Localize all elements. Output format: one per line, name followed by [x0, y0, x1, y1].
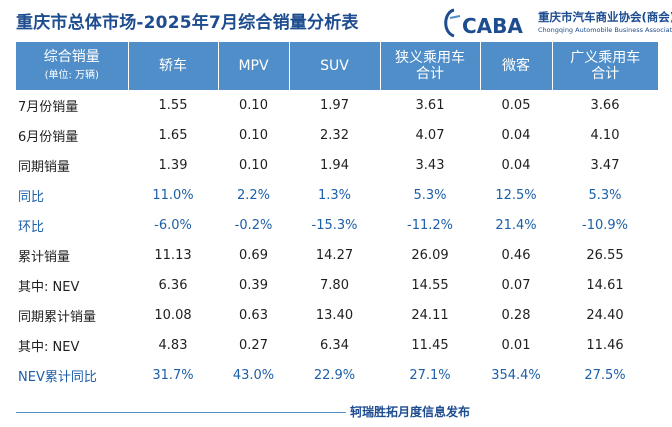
table-cell: 1.94	[320, 157, 349, 173]
table-cell: 0.69	[239, 247, 268, 263]
table-cell: 3.66	[590, 97, 620, 113]
table-cell: 26.09	[411, 247, 449, 263]
table-cell: -10.9%	[582, 217, 628, 233]
table-cell: 0.63	[239, 307, 268, 323]
header-label-unit: (单位: 万辆)	[44, 69, 99, 81]
table-cell: 5.3%	[413, 187, 447, 203]
footer-credit: 轲瑞胜拓月度信息发布	[350, 405, 471, 419]
table-cell: 27.5%	[584, 367, 626, 383]
table-cell: 0.05	[501, 97, 531, 113]
table-row: NEV累计同比 31.7% 43.0% 22.9% 27.1% 354.4% 27.5%	[16, 360, 658, 390]
header-label-cell: 综合销量 (单位: 万辆)	[16, 42, 129, 90]
header-col-narrow-total: 狭义乘用车 合计	[380, 42, 481, 90]
table-cell: 11.0%	[152, 187, 194, 203]
page-title: 重庆市总体市场-2025年7月综合销量分析表	[16, 13, 359, 33]
svg-text:CABA: CABA	[462, 14, 523, 38]
row-label: 同比	[18, 189, 45, 205]
association-logo: CABA 重庆市汽车商业协会(商会) Chongqing Automobile …	[440, 6, 672, 40]
row-label: 其中: NEV	[18, 279, 80, 295]
table-cell: 31.7%	[152, 367, 194, 383]
table-cell: 6.34	[320, 337, 349, 353]
table-cell: 14.55	[411, 277, 449, 293]
table-row: 其中: NEV 6.36 0.39 7.80 14.55 0.07 14.61	[16, 270, 658, 300]
table-cell: 10.08	[154, 307, 192, 323]
table-cell: 2.32	[320, 127, 349, 143]
table-cell: 26.55	[586, 247, 624, 263]
table-cell: 24.11	[411, 307, 449, 323]
table-cell: 4.10	[590, 127, 620, 143]
table-cell: -0.2%	[234, 217, 273, 233]
association-name-cn: 重庆市汽车商业协会(商会)	[538, 10, 672, 24]
header-col-broad-total: 广义乘用车 合计	[570, 50, 641, 82]
table-cell: 13.40	[315, 307, 354, 323]
row-label: 7月份销量	[18, 99, 79, 115]
table-cell: 11.45	[411, 337, 449, 353]
table-cell: -15.3%	[311, 217, 358, 233]
table-cell: 0.04	[501, 157, 531, 173]
table-row: 同期累计销量 10.08 0.63 13.40 24.11 0.28 24.40	[16, 300, 658, 330]
association-name-en: Chongqing Automobile Business Associatio…	[538, 26, 672, 34]
table-cell: 11.46	[586, 337, 624, 353]
header-col-sedan: 轿车	[128, 42, 219, 90]
table-cell: 0.39	[239, 277, 268, 293]
table-cell: 6.36	[158, 277, 188, 293]
table-header-row: 综合销量 (单位: 万辆) 轿车 MPV SUV 狭义乘用车 合计 微客 广义乘…	[16, 42, 658, 90]
header-col-mpv: MPV	[218, 42, 290, 90]
table-cell: 1.39	[158, 157, 188, 173]
table-row: 其中: NEV 4.83 0.27 6.34 11.45 0.01 11.46	[16, 330, 658, 360]
table-row: 6月份销量 1.65 0.10 2.32 4.07 0.04 4.10	[16, 120, 658, 150]
table-cell: 0.07	[501, 277, 531, 293]
table-cell: 3.61	[415, 97, 445, 113]
table-cell: -6.0%	[154, 217, 192, 233]
table-cell: 0.28	[501, 307, 531, 323]
row-label: 累计销量	[18, 249, 71, 265]
row-label: 其中: NEV	[18, 339, 80, 355]
table-cell: 14.61	[586, 277, 624, 293]
table-cell: 11.13	[154, 247, 192, 263]
header-col-minivan: 微客	[480, 42, 553, 90]
table-cell: 0.10	[239, 157, 268, 173]
header-col-suv: SUV	[289, 42, 381, 90]
row-label: 同期销量	[18, 159, 71, 175]
footer-divider	[16, 412, 346, 413]
table-cell: 3.47	[590, 157, 620, 173]
table-cell: 5.3%	[588, 187, 622, 203]
table-cell: 1.65	[158, 127, 188, 143]
table-cell: 24.40	[586, 307, 624, 323]
table-row: 同期销量 1.39 0.10 1.94 3.43 0.04 3.47	[16, 150, 658, 180]
table-cell: 0.04	[501, 127, 531, 143]
table-cell: 1.55	[158, 97, 188, 113]
table-cell: 4.07	[415, 127, 445, 143]
table-cell: 21.4%	[495, 217, 537, 233]
table-cell: 0.10	[239, 127, 268, 143]
table-cell: 1.97	[320, 97, 349, 113]
caba-logo-icon: CABA	[444, 8, 523, 38]
table-cell: 2.2%	[236, 187, 271, 203]
table-row: 环比 -6.0% -0.2% -15.3% -11.2% 21.4% -10.9%	[16, 210, 658, 240]
sales-table: 综合销量 (单位: 万辆) 轿车 MPV SUV 狭义乘用车 合计 微客 广义乘…	[16, 42, 658, 390]
table-cell: 4.83	[158, 337, 188, 353]
table-cell: 0.27	[239, 337, 268, 353]
table-cell: 3.43	[415, 157, 445, 173]
table-row: 7月份销量 1.55 0.10 1.97 3.61 0.05 3.66	[16, 90, 658, 120]
table-cell: 0.01	[501, 337, 531, 353]
table-cell: 27.1%	[409, 367, 451, 383]
table-cell: 22.9%	[313, 367, 356, 383]
table-cell: 354.4%	[491, 367, 541, 383]
table-cell: 12.5%	[495, 187, 537, 203]
table-cell: -11.2%	[407, 217, 453, 233]
header-label-main: 综合销量	[43, 48, 100, 65]
table-cell: 14.27	[315, 247, 354, 263]
row-label: 环比	[18, 219, 45, 235]
row-label: 6月份销量	[18, 129, 79, 145]
row-label: NEV累计同比	[18, 369, 97, 385]
table-cell: 43.0%	[232, 367, 275, 383]
table-cell: 1.3%	[317, 187, 352, 203]
table-row: 同比 11.0% 2.2% 1.3% 5.3% 12.5% 5.3%	[16, 180, 658, 210]
table-row: 累计销量 11.13 0.69 14.27 26.09 0.46 26.55	[16, 240, 658, 270]
table-cell: 7.80	[320, 277, 349, 293]
table-cell: 0.10	[239, 97, 268, 113]
row-label: 同期累计销量	[18, 309, 97, 325]
table-cell: 0.46	[501, 247, 531, 263]
